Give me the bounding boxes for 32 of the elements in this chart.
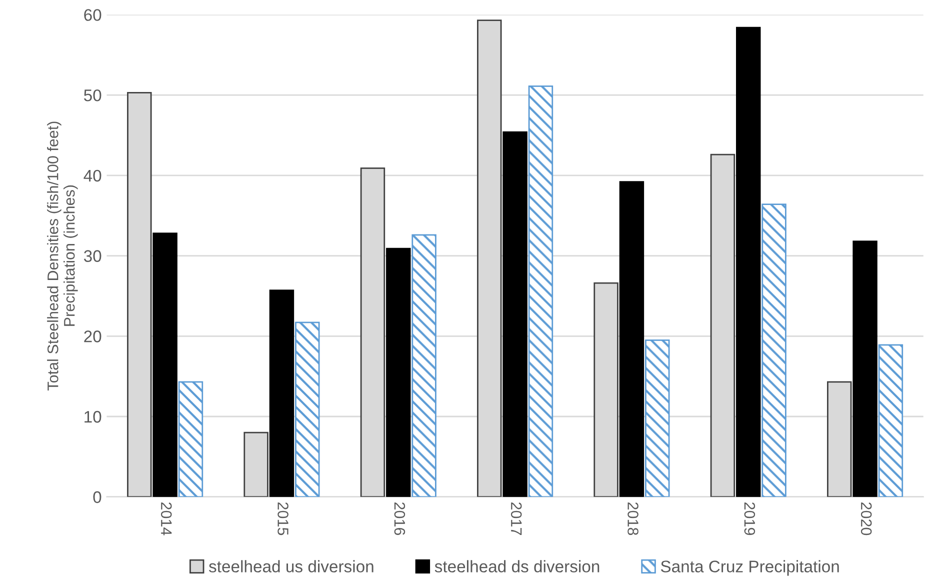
bar: [152, 232, 178, 497]
bar: [178, 381, 204, 497]
bar: [852, 240, 878, 497]
x-tick-label: 2019: [744, 502, 756, 535]
x-tick-label: 2015: [278, 502, 288, 536]
x-tick-label: 2017: [510, 502, 522, 535]
bar: [502, 131, 528, 497]
bar: [269, 290, 294, 497]
y-axis-title: Total Steelhead Densities (fish/100 feet) Precipitation (inches): [47, 122, 78, 390]
bar: [295, 322, 320, 497]
bar: [386, 248, 411, 497]
legend-label: Santa Cruz Precipitation: [660, 560, 839, 576]
x-tick-label: 2018: [628, 502, 638, 536]
y-tick-label: 0: [93, 491, 102, 504]
x-tick-label: 2020: [860, 502, 872, 536]
y-tick-label: 50: [84, 89, 102, 102]
y-tick-label: 40: [84, 170, 102, 182]
bar: [736, 26, 761, 497]
bar: [528, 86, 554, 497]
bar: [878, 344, 904, 497]
legend-label: steelhead ds diversion: [434, 560, 600, 572]
x-tick-label: 2014: [160, 502, 172, 536]
y-tick-label: 10: [84, 410, 102, 423]
y-tick-label: 20: [84, 330, 102, 342]
x-tick-label: 2016: [394, 502, 406, 536]
bar: [645, 339, 670, 497]
bar: [762, 204, 786, 497]
bar: [619, 181, 644, 497]
y-tick-label: 30: [84, 250, 102, 262]
legend-label: steelhead us diversion: [208, 560, 374, 572]
y-tick-label: 60: [84, 9, 102, 21]
bar: [412, 234, 436, 497]
